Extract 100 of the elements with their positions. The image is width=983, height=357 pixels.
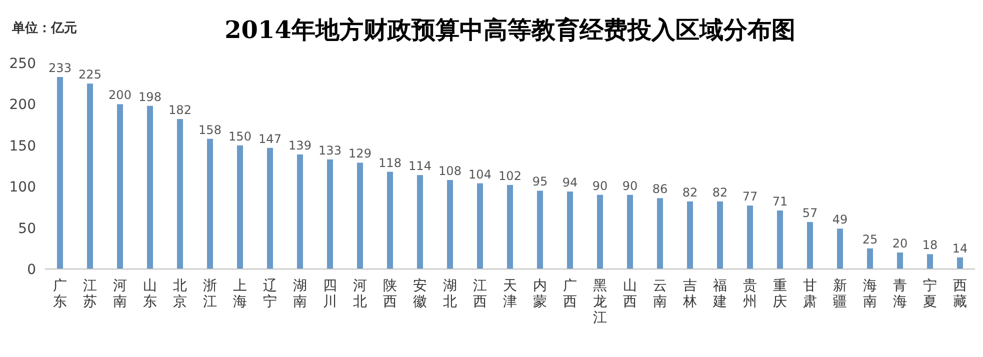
x-tick-label: 黑龙江 xyxy=(593,278,607,326)
data-label: 90 xyxy=(592,178,608,193)
x-tick-label: 河北 xyxy=(353,278,367,310)
bar xyxy=(327,159,333,269)
y-tick-label: 250 xyxy=(9,56,36,72)
x-tick-label: 北京 xyxy=(173,278,187,310)
bar xyxy=(747,206,753,269)
data-label: 82 xyxy=(682,185,698,200)
x-tick-label: 福建 xyxy=(712,278,727,310)
y-tick-label: 0 xyxy=(27,262,36,278)
x-tick-label: 四川 xyxy=(323,278,337,310)
x-tick-label: 安徽 xyxy=(413,278,427,310)
data-label: 150 xyxy=(228,129,252,144)
data-label: 86 xyxy=(652,182,668,196)
bar xyxy=(87,84,93,269)
x-tick-label: 吉林 xyxy=(682,278,697,310)
data-label: 90 xyxy=(622,178,638,193)
bar xyxy=(567,192,573,269)
bar xyxy=(687,201,693,269)
y-tick-label: 50 xyxy=(18,220,36,237)
data-label: 182 xyxy=(168,103,192,118)
data-label: 77 xyxy=(742,190,758,204)
bar xyxy=(537,190,543,269)
x-tick-label: 浙江 xyxy=(203,278,217,310)
bar xyxy=(507,184,513,269)
data-label: 49 xyxy=(832,212,848,227)
bar xyxy=(477,183,483,269)
bar xyxy=(237,145,243,269)
y-tick-label: 200 xyxy=(9,97,36,114)
bar xyxy=(447,180,453,269)
bar xyxy=(777,210,783,269)
data-label: 25 xyxy=(862,232,878,246)
data-label: 57 xyxy=(802,206,818,220)
bar xyxy=(897,252,903,269)
x-tick-label: 湖南 xyxy=(293,278,307,310)
data-label: 20 xyxy=(892,236,908,251)
bar xyxy=(117,104,123,269)
bar xyxy=(297,154,303,269)
bar xyxy=(597,194,603,269)
bar xyxy=(627,194,633,269)
data-label: 14 xyxy=(952,241,968,256)
x-tick-label: 重庆 xyxy=(773,278,787,310)
data-label: 95 xyxy=(532,174,548,189)
bar xyxy=(207,138,213,269)
x-tick-label: 辽宁 xyxy=(263,278,277,310)
x-tick-label: 西藏 xyxy=(953,278,967,310)
x-tick-label: 甘肃 xyxy=(803,278,817,310)
x-tick-label: 山西 xyxy=(623,278,637,310)
data-label: 225 xyxy=(78,68,102,82)
y-tick-label: 150 xyxy=(9,138,36,154)
bar xyxy=(657,198,663,269)
x-tick-label: 广西 xyxy=(563,278,577,310)
x-tick-label: 宁夏 xyxy=(923,278,937,310)
bar xyxy=(387,172,393,269)
x-tick-label: 陕西 xyxy=(383,278,397,310)
text: 单位：亿元 xyxy=(11,20,77,36)
bar xyxy=(147,106,153,269)
bar xyxy=(267,148,273,269)
x-tick-label: 江西 xyxy=(473,278,487,310)
bar xyxy=(867,248,873,269)
y-tick-label: 100 xyxy=(9,180,36,196)
x-tick-label: 云南 xyxy=(653,278,667,310)
data-label: 233 xyxy=(48,61,72,76)
bar xyxy=(927,254,933,269)
x-tick-label: 内蒙 xyxy=(533,278,547,310)
bar xyxy=(717,201,723,269)
x-tick-label: 广东 xyxy=(53,278,67,310)
data-label: 198 xyxy=(138,90,162,104)
bar xyxy=(57,77,63,269)
x-tick-label: 山东 xyxy=(143,278,157,310)
bar xyxy=(837,228,843,269)
bar xyxy=(807,222,813,269)
x-tick-label: 新疆 xyxy=(833,278,847,310)
data-label: 133 xyxy=(318,143,342,158)
data-label: 139 xyxy=(288,138,312,152)
data-label: 118 xyxy=(378,156,402,170)
data-label: 200 xyxy=(108,88,132,102)
bar xyxy=(177,119,183,269)
data-label: 129 xyxy=(348,146,372,161)
x-tick-label: 贵州 xyxy=(743,278,757,310)
chart-title: 2014年地方财政预算中高等教育经费投入区域分布图 xyxy=(224,15,796,44)
x-tick-label: 海南 xyxy=(863,278,877,310)
bar xyxy=(357,162,363,269)
data-label: 18 xyxy=(922,238,938,252)
x-tick-label: 河南 xyxy=(113,278,127,310)
x-tick-label: 湖北 xyxy=(443,278,457,310)
x-tick-label: 天津 xyxy=(503,278,517,310)
data-label: 147 xyxy=(258,132,282,146)
data-label: 114 xyxy=(408,159,432,174)
data-label: 104 xyxy=(468,167,492,182)
data-label: 158 xyxy=(198,122,222,137)
bar xyxy=(957,257,963,269)
bar xyxy=(417,175,423,269)
data-label: 94 xyxy=(562,176,578,190)
data-label: 102 xyxy=(498,168,522,183)
data-label: 108 xyxy=(438,164,462,178)
x-tick-label: 江苏 xyxy=(83,278,97,310)
x-tick-label: 上海 xyxy=(233,278,247,310)
data-label: 82 xyxy=(712,185,728,200)
x-tick-label: 青海 xyxy=(893,278,907,310)
